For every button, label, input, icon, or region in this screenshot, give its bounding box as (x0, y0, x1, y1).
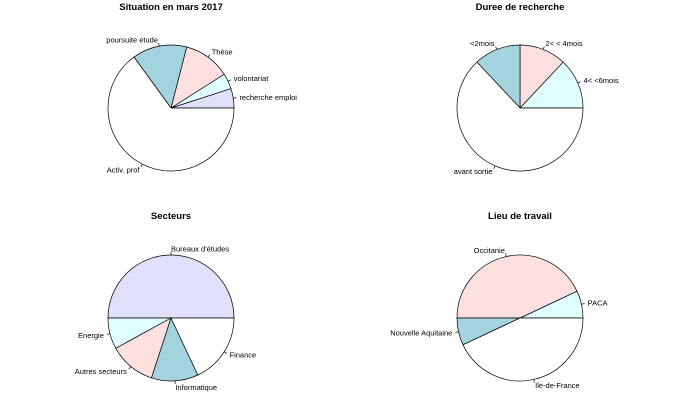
pie-label-tick (158, 42, 160, 47)
pie-slice-poursuite-etude (133, 44, 188, 109)
pie-slice-finance (170, 317, 235, 376)
pie-label-ile-de-france: Ile-de-France (535, 381, 580, 390)
pie-label-finance: Finance (230, 351, 257, 360)
pie-label-tick (140, 163, 143, 168)
pie-label-autres-secteurs: Autres secteurs (75, 367, 127, 376)
pie-label-tick (455, 331, 459, 333)
chart-title: Secteurs (151, 211, 191, 222)
pie-label-tick (227, 79, 231, 82)
pie-label-poursuite-etude: poursuite etude (106, 36, 158, 45)
pie-slices (107, 44, 235, 172)
pie-label-tick (542, 46, 545, 50)
pie-label-tick (505, 253, 507, 257)
pie-label-nouvelle-aquitaine: Nouvelle Aquitaine (390, 329, 452, 338)
pie-label-2-4mois: 2< < 4mois (546, 39, 583, 48)
chart-title: Duree de recherche (476, 2, 565, 13)
pie-label-occitanie: Occitanie (474, 246, 505, 255)
pie-slices (456, 44, 584, 172)
pie-slices (456, 254, 584, 382)
pie-label-tick (128, 366, 132, 370)
pie-label-tick (495, 46, 498, 50)
pie-labels: PACA Occitanie Nouvelle Aquitaine Ile-de-Fr… (390, 246, 607, 390)
pie-label-2mois: <2mois (470, 39, 495, 48)
pie-labels: Bureaux d'études Energie Autres secteurs In… (75, 244, 256, 391)
chart-secteurs: Secteurs Bureaux d'études Energie Autres s… (75, 211, 256, 392)
pie-label-tick (106, 333, 111, 335)
pie-slice-bureaux-d-etudes (107, 254, 235, 319)
chart-lieu-de-travail: Lieu de travail PACA Occitanie Nouvelle Aq… (390, 211, 607, 390)
pie-label-tick (577, 81, 581, 84)
chart-situation-mars-2017: Situation en mars 2017 recherche emploi v… (106, 2, 297, 174)
pie-slice-ile-de-france (462, 317, 584, 382)
pie-label-tick (493, 165, 496, 169)
pie-label-energie: Energie (78, 331, 104, 340)
pie-label-paca: PACA (588, 298, 608, 307)
pie-label-4-6mois: 4< <6mois (584, 76, 619, 85)
pie-label-these: Thèse (212, 48, 233, 57)
pie-label-tick (224, 351, 228, 354)
pie-label-activ-prof: Activ. prof (107, 165, 141, 174)
pie-label-avant-sortie: avant sortie (454, 167, 493, 176)
pie-labels: recherche emploi volontariat Thèse poursuit… (106, 36, 297, 175)
pie-label-tick (581, 303, 585, 305)
pie-label-tick (207, 54, 211, 58)
chart-duree-de-recherche: Duree de recherche 4< <6mois 2< < 4mois <2… (454, 2, 619, 176)
chart-title: Lieu de travail (488, 211, 552, 222)
chart-title: Situation en mars 2017 (119, 2, 222, 13)
pie-label-recherche-emploi: recherche emploi (239, 93, 297, 102)
pie-label-informatique: Informatique (175, 383, 217, 392)
pie-labels: 4< <6mois 2< < 4mois <2mois avant sortie (454, 39, 619, 176)
pie-slice-avant-sortie (456, 61, 584, 172)
pie-label-bureaux-d-etudes: Bureaux d'études (171, 244, 229, 253)
pie-slices (107, 254, 235, 382)
pie-slice-occitanie (456, 254, 578, 319)
pie-label-volontariat: volontariat (234, 74, 270, 83)
pie-slice-activ-prof (107, 56, 235, 172)
pie-label-tick (533, 379, 535, 383)
